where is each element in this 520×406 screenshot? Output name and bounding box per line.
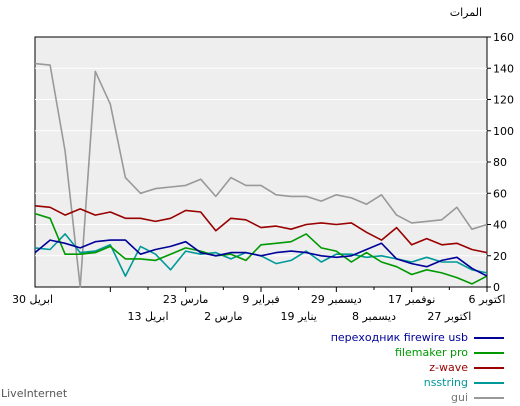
series-line [34, 212, 488, 285]
brand-logo-text[interactable]: LiveInternet [1, 387, 68, 400]
legend-swatch [474, 397, 504, 399]
series-line [34, 239, 488, 277]
y-tick-label: 100 [493, 125, 514, 138]
y-tick-label: 160 [493, 31, 514, 44]
legend-item: gui [200, 391, 510, 406]
x-tick-label: 13 ابريل [127, 310, 168, 323]
y-tick-labels: 0 20 40 60 80 100 120 140 160 [487, 31, 514, 294]
legend-swatch [474, 337, 504, 339]
legend-item: nsstring [200, 376, 510, 391]
legend-item: переходник firewire usb [200, 331, 510, 346]
series-line [34, 205, 488, 254]
x-tick-label: 8 ديسمبر [352, 310, 396, 323]
line-chart: 0 20 40 60 80 100 120 140 160 6 اكتوبر 17 نوفمبر 2… [12, 6, 514, 323]
x-tick-label: 29 ديسمبر [311, 293, 362, 306]
series-lines [34, 62, 488, 288]
y-tick-label: 0 [493, 281, 500, 294]
legend: переходник firewire usb filemaker pro z-… [200, 331, 510, 406]
x-tick-label: 9 فبراير [242, 293, 279, 306]
legend-swatch [474, 382, 504, 384]
x-tick-label: 30 ابريل [12, 293, 53, 306]
x-tick-label: 17 نوفمبر [388, 293, 435, 306]
legend-item: z-wave [200, 361, 510, 376]
x-tick-label: 6 اكتوبر [469, 293, 506, 306]
legend-label: nsstring [423, 376, 468, 389]
grid-lines [35, 67, 487, 257]
y-tick-label: 60 [493, 187, 507, 200]
legend-label: gui [450, 391, 468, 404]
legend-swatch [474, 352, 504, 354]
legend-label: filemaker pro [395, 346, 468, 359]
x-tick-label: 2 مارس [204, 310, 243, 323]
y-axis-label: المرات [450, 6, 482, 19]
y-tick-label: 80 [493, 156, 507, 169]
legend-swatch [474, 367, 504, 369]
legend-item: filemaker pro [200, 346, 510, 361]
x-tick-labels: 6 اكتوبر 17 نوفمبر 29 ديسمبر 9 فبراير 23 مار… [12, 287, 505, 323]
x-tick-label: 19 يناير [280, 310, 316, 323]
y-tick-label: 40 [493, 219, 507, 232]
x-tick-label: 27 اكتوبر [427, 310, 471, 323]
legend-label: z-wave [429, 361, 468, 374]
y-tick-label: 20 [493, 250, 507, 263]
x-tick-label: 23 مارس [163, 293, 209, 306]
y-tick-label: 140 [493, 62, 514, 75]
y-tick-label: 120 [493, 94, 514, 107]
legend-label: переходник firewire usb [330, 331, 468, 344]
series-line [34, 62, 488, 288]
